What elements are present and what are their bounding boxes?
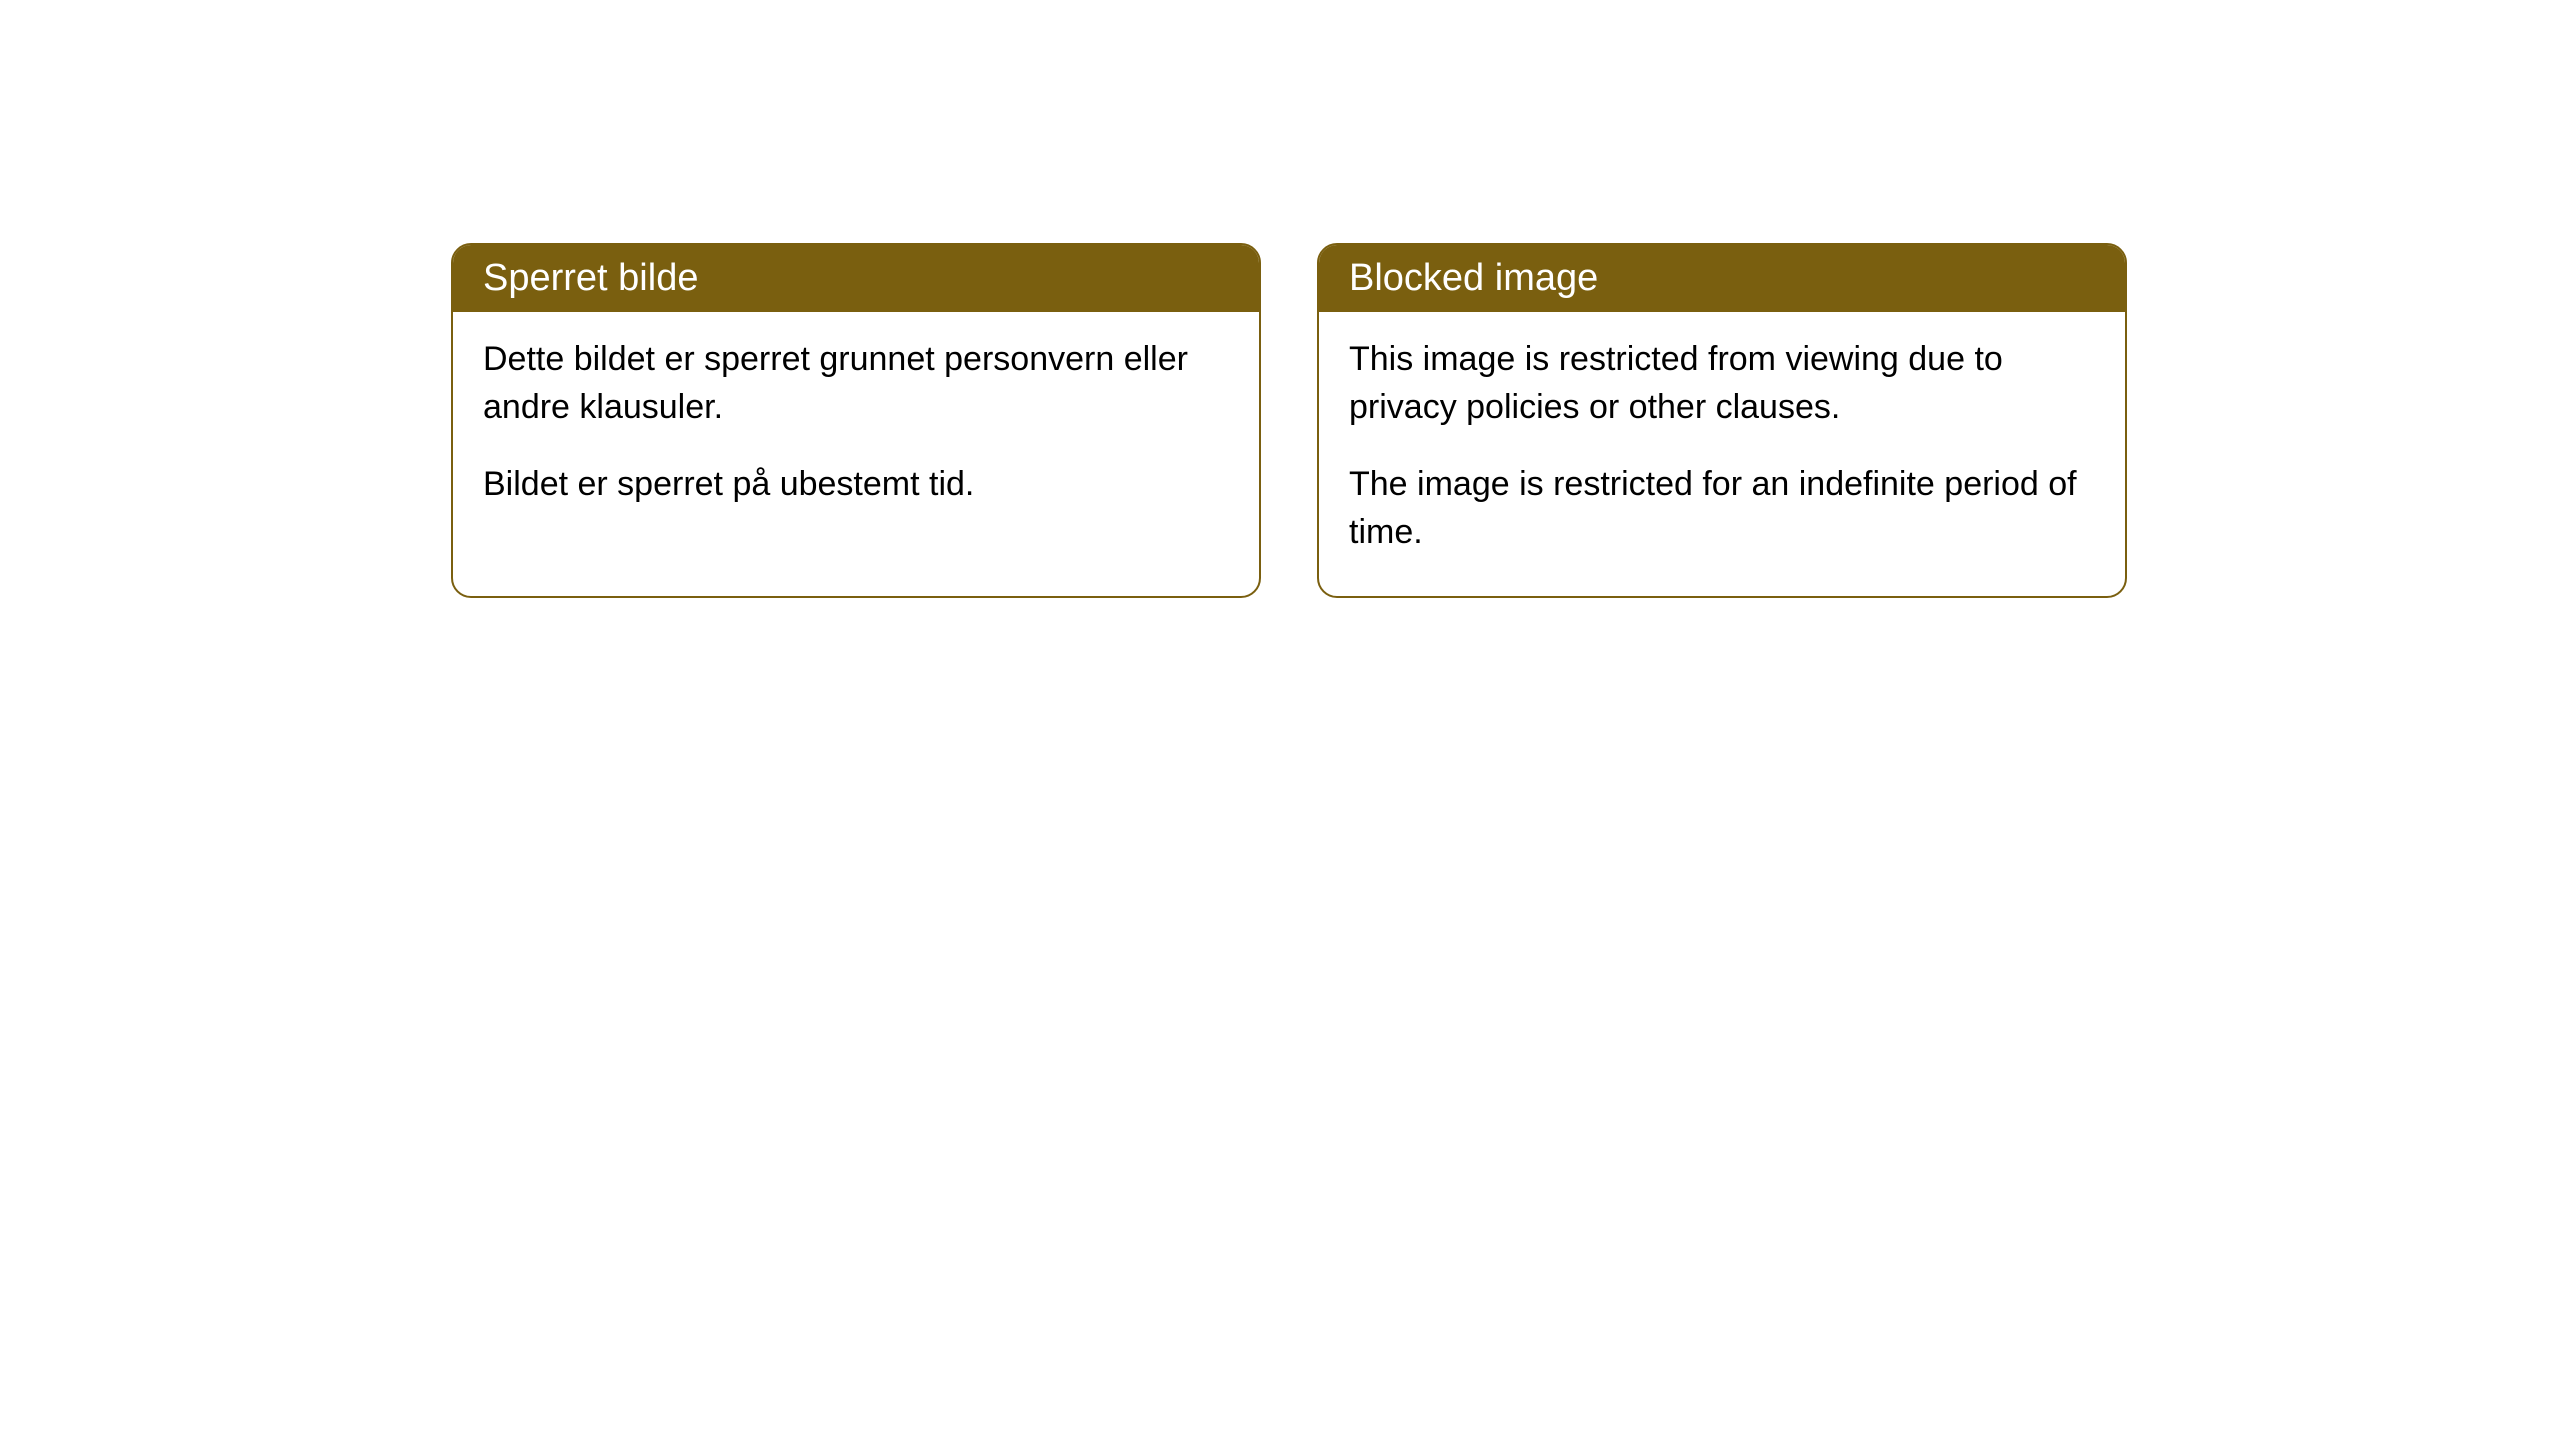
card-header-no: Sperret bilde	[453, 245, 1259, 312]
blocked-image-card-en: Blocked image This image is restricted f…	[1317, 243, 2127, 598]
blocked-image-card-no: Sperret bilde Dette bildet er sperret gr…	[451, 243, 1261, 598]
card-paragraph-1-en: This image is restricted from viewing du…	[1349, 336, 2095, 431]
card-paragraph-2-en: The image is restricted for an indefinit…	[1349, 461, 2095, 556]
card-paragraph-1-no: Dette bildet er sperret grunnet personve…	[483, 336, 1229, 431]
card-title-no: Sperret bilde	[483, 257, 698, 299]
card-title-en: Blocked image	[1349, 257, 1598, 299]
card-paragraph-2-no: Bildet er sperret på ubestemt tid.	[483, 461, 1229, 509]
card-header-en: Blocked image	[1319, 245, 2125, 312]
cards-container: Sperret bilde Dette bildet er sperret gr…	[0, 0, 2560, 598]
card-body-en: This image is restricted from viewing du…	[1319, 312, 2125, 596]
card-body-no: Dette bildet er sperret grunnet personve…	[453, 312, 1259, 549]
